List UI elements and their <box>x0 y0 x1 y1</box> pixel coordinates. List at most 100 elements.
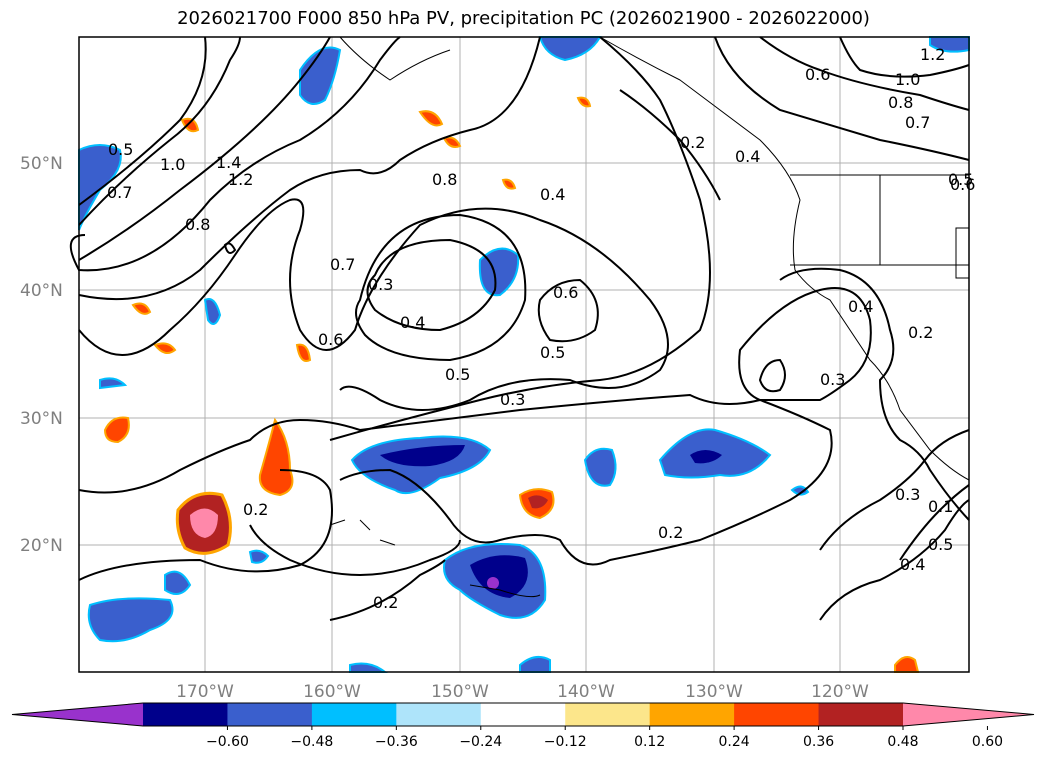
precip-blob-795 <box>790 485 810 496</box>
contour-label: 0.4 <box>540 185 565 204</box>
colorbar-segment <box>396 703 482 726</box>
lon-label: 150°W <box>431 682 489 702</box>
contour-label: 0.5 <box>928 535 953 554</box>
contour-label: 0.5 <box>948 170 973 189</box>
colorbar-segment <box>649 703 735 726</box>
contour-label: 0.3 <box>368 275 393 294</box>
precip-blob-gulf <box>538 36 602 62</box>
lat-label: 40°N <box>20 281 63 301</box>
contour-label: 0.2 <box>908 323 933 342</box>
colorbar-segment <box>143 703 228 726</box>
map-frame <box>78 36 970 673</box>
lat-label: 50°N <box>20 154 63 174</box>
colorbar-extend-low <box>12 703 143 726</box>
precip-warm-2 <box>442 136 462 148</box>
precip-blob-west-small <box>203 298 222 325</box>
colorbar-outline <box>11 702 1035 727</box>
precip-blob-small-east <box>583 447 617 487</box>
precip-warm-7 <box>295 343 312 362</box>
contour-labels: 1.2 1.0 0.8 0.7 0.6 0.5 0.5 1.0 1.4 1.2 … <box>107 45 975 612</box>
contour-label: 0.4 <box>735 147 760 166</box>
colorbar-segment <box>565 703 651 726</box>
contour-label: 0.6 <box>950 175 975 194</box>
precip-warm-11-core <box>190 508 218 538</box>
precip-blob-band-30n-core <box>380 445 465 467</box>
contour-label: 0.8 <box>185 215 210 234</box>
contour-label: 0.1 <box>928 497 953 516</box>
lon-label: 120°W <box>811 682 869 702</box>
contour-label: 0.4 <box>848 297 873 316</box>
precip-blob-left-30n <box>99 377 128 390</box>
contour-label: 1.0 <box>895 70 920 89</box>
colorbar-segment <box>311 703 397 726</box>
precip-warm-10-core <box>528 495 548 509</box>
contour-label: 0.2 <box>243 500 268 519</box>
contour-label: 0.5 <box>540 343 565 362</box>
contour-label: 0.5 <box>108 140 133 159</box>
contour-label: 0.6 <box>318 330 343 349</box>
graticule <box>79 37 969 672</box>
colorbar-segment <box>734 703 820 726</box>
colorbar-segment <box>480 703 566 726</box>
precip-blob-sw2 <box>164 570 192 595</box>
lon-label: 170°W <box>176 682 234 702</box>
colorbar-tick-label: −0.36 <box>375 734 418 750</box>
contour-label: 0.7 <box>905 113 930 132</box>
colorbar-extend-high <box>903 703 1034 726</box>
map-title: 2026021700 F000 850 hPa PV, precipitatio… <box>177 8 870 29</box>
precip-blob-alaska <box>299 46 342 105</box>
precip-warm-ne <box>418 110 444 127</box>
lon-label: 130°W <box>685 682 743 702</box>
contour-label: 0.6 <box>805 65 830 84</box>
lat-label: 20°N <box>20 536 63 556</box>
colorbar: −0.60 −0.48 −0.36 −0.24 −0.12 0.12 0.24 0.36 0.4… <box>11 702 1035 750</box>
colorbar-tick-label: 0.36 <box>803 734 834 750</box>
contour-label: 0.7 <box>107 183 132 202</box>
contour-label: 0.5 <box>445 365 470 384</box>
coastlines <box>329 36 970 598</box>
contour-label: 0.2 <box>373 593 398 612</box>
contour-label: 1.4 <box>216 153 241 172</box>
lon-label: 160°W <box>303 682 361 702</box>
colorbar-tick-label: −0.48 <box>290 734 333 750</box>
colorbar-tick-label: −0.24 <box>459 734 502 750</box>
contour-label: 1.0 <box>160 155 185 174</box>
contour-label: 0.7 <box>330 255 355 274</box>
colorbar-tick-label: 0.48 <box>887 734 918 750</box>
precip-blob-hawaii-max <box>487 577 499 589</box>
contour-label: 1.2 <box>920 45 945 64</box>
colorbar-segment <box>227 703 313 726</box>
colorbar-tick-label: 0.12 <box>634 734 665 750</box>
precip-blob-250 <box>248 549 270 564</box>
pv-contours <box>69 36 970 621</box>
precip-warm-4 <box>501 178 517 190</box>
lat-label: 30°N <box>20 409 63 429</box>
longitude-labels: 170°W 160°W 150°W 140°W 130°W 120°W <box>176 682 869 702</box>
colorbar-tick-label: −0.60 <box>206 734 249 750</box>
precip-blob-bottom2 <box>519 655 551 673</box>
contour-label: 0.2 <box>680 133 705 152</box>
precip-blob-east-core <box>690 450 722 464</box>
precip-warm-8 <box>103 416 130 444</box>
colorbar-segment <box>818 703 904 726</box>
colorbar-tick-label: −0.12 <box>544 734 587 750</box>
precip-warm-12 <box>894 655 920 673</box>
contour-label: 0.3 <box>820 370 845 389</box>
precip-blob-sw <box>87 597 174 643</box>
contour-label: 0.8 <box>888 93 913 112</box>
precip-warm-6 <box>153 342 177 355</box>
contour-label: 0.8 <box>432 170 457 189</box>
latitude-labels: 50°N 40°N 30°N 20°N <box>20 154 63 556</box>
contour-label: 0.3 <box>500 390 525 409</box>
lon-label: 140°W <box>557 682 615 702</box>
contour-label: 0.4 <box>900 555 925 574</box>
contour-label: 0.6 <box>553 283 578 302</box>
precip-blob-west-coast <box>78 144 122 231</box>
contour-label: 0.2 <box>658 523 683 542</box>
precip-warm-3 <box>576 96 592 108</box>
colorbar-tick-label: 0.24 <box>719 734 750 750</box>
colorbar-tick-label: 0.60 <box>972 734 1003 750</box>
precip-warm-5 <box>131 302 152 315</box>
contour-label: 0.3 <box>895 485 920 504</box>
